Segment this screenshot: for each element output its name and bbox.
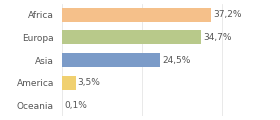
Bar: [62, 8, 211, 22]
Text: 0,1%: 0,1%: [64, 101, 87, 110]
Bar: [62, 53, 160, 67]
Text: 37,2%: 37,2%: [213, 10, 242, 19]
Text: 3,5%: 3,5%: [78, 78, 101, 87]
Bar: [62, 76, 76, 90]
Text: 34,7%: 34,7%: [203, 33, 232, 42]
Bar: [62, 30, 201, 44]
Text: 24,5%: 24,5%: [162, 55, 190, 65]
